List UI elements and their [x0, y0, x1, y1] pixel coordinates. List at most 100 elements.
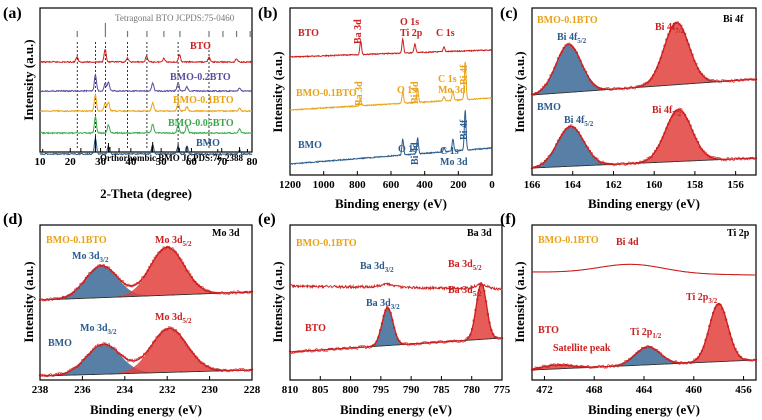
panel-a-xlabel: 2-Theta (degree): [100, 186, 192, 201]
panel-f-pt-0-85: [689, 361, 692, 365]
panel-e-label: (e): [258, 211, 276, 228]
panel-f-pt-0-93: [704, 338, 707, 342]
panel-e-top-p1: Ba 3d3/2: [360, 261, 394, 274]
panel-d-pt-0-70: [162, 246, 165, 249]
panel-c-pt-1-75: [670, 115, 674, 118]
panel-d-pt-1-64: [151, 341, 155, 344]
panel-f-pt-0-39: [603, 366, 606, 369]
panel-b-xlabel: Binding energy (eV): [335, 196, 447, 211]
panel-c-pt-0-67: [655, 66, 659, 70]
panel-e-pt-0-83: [435, 341, 438, 344]
panel-f-pt-0-36: [597, 364, 601, 368]
panel-d-series-bmo01: BMO-0.1BTO: [46, 235, 107, 246]
panel-e-pt-0-11: [308, 348, 311, 351]
panel-d-pt-0-89: [196, 282, 199, 286]
panel-f-pt-0-120: [754, 358, 758, 361]
panel-e-pt-0-47: [371, 344, 375, 347]
panel-c-pt-0-81: [681, 29, 685, 33]
panel-d-pt-0-57: [139, 279, 142, 282]
panel-f-pt-0-30: [586, 365, 590, 368]
panel-a-x-ticks: 10 20 30 40 50 60 70 80: [35, 148, 258, 168]
panel-f-pt-0-110: [736, 350, 739, 354]
panel-c-pt-1-90: [698, 145, 702, 149]
panel-c-pt-0-91: [700, 72, 704, 76]
panel-d-pt-0-62: [148, 265, 151, 269]
panel-f-pt-0-97: [711, 311, 715, 315]
panel-c-pt-1-24: [575, 129, 578, 132]
panel-b-bto-ba3d: Ba 3d: [353, 19, 364, 44]
panel-d-pt-0-84: [187, 270, 190, 273]
panel-c-pt-0-101: [719, 80, 722, 84]
panel-c-pt-1-99: [715, 157, 718, 160]
panel-a-tick-label-5: 60: [186, 156, 198, 168]
panel-c-pt-0-30: [586, 75, 590, 78]
panel-d-pt-1-60: [144, 352, 148, 355]
panel-e-pt-0-113: [488, 321, 491, 324]
panel-d-pt-0-6: [49, 297, 52, 300]
panel-e-tick-label-2: 800: [342, 384, 359, 396]
panel-f-pt-0-7: [543, 364, 547, 368]
panel-d-pt-0-107: [227, 292, 231, 295]
panel-f-pt-0-104: [724, 318, 728, 321]
panel-f-pt-0-23: [573, 365, 577, 369]
panel-a-series-bmo: BMO: [196, 138, 220, 149]
panel-d-pt-1-81: [181, 338, 185, 341]
panel-f-pt-0-21: [569, 364, 573, 367]
panel-c-pt-1-28: [583, 140, 586, 144]
panel-c-pt-0-92: [702, 74, 705, 78]
panel-a-series-bmo02: BMO-0.2BTO: [170, 72, 231, 83]
panel-e-spectrum-bmo01: [289, 282, 503, 292]
panel-f-series-bmo01: BMO-0.1BTO: [538, 235, 599, 246]
panel-c-pt-0-64: [650, 77, 653, 80]
panel-e-pt-0-53: [382, 314, 385, 318]
panel-f-bi4d: Bi 4d: [616, 237, 639, 248]
panel-f-pt-0-86: [691, 360, 694, 364]
panel-c-pt-0-23: [573, 48, 577, 52]
panel-c-pt-1-7: [543, 159, 547, 163]
panel-d-pt-0-42: [112, 272, 116, 275]
panel-d-pt-1-53: [132, 360, 135, 363]
panel-c-pt-1-12: [553, 148, 556, 151]
panel-f-tick-label-1: 468: [586, 384, 603, 396]
panel-d-pt-1-8: [52, 374, 56, 377]
panel-c-pt-1-106: [728, 158, 732, 161]
panel-c-pt-0-82: [683, 32, 687, 36]
panel-d-tick-label-1: 236: [74, 384, 91, 396]
panel-b-tick-label-3: 600: [383, 179, 400, 191]
panel-c-pt-0-90: [698, 70, 702, 74]
panel-a-tick-label-3: 40: [125, 156, 137, 168]
panel-d-pt-0-93: [203, 288, 206, 291]
panel-b-bmo-bi4d: Bi 4d: [410, 142, 421, 165]
panel-f-pt-0-108: [732, 343, 735, 346]
panel-a-tick-label-6: 70: [216, 156, 228, 168]
panel-e-pt-0-106: [476, 298, 479, 301]
panel-e-pt-0-120: [500, 336, 504, 340]
panel-c-pt-0-74: [668, 30, 672, 33]
panel-d-pt-1-23: [79, 362, 82, 365]
panel-e-pt-0-43: [364, 346, 368, 349]
panel-d-pt-1-84: [187, 346, 190, 349]
panel-d-pt-1-65: [153, 339, 157, 342]
panel-c-pt-1-25: [577, 131, 580, 134]
panel-c-pt-1-49: [622, 162, 625, 165]
panel-d-pt-1-86: [190, 350, 194, 353]
panel-c-pt-1-43: [611, 162, 614, 166]
panel-c-pt-1-18: [564, 128, 567, 131]
panel-a-spectrum-1: [39, 48, 252, 64]
panel-c-pt-1-113: [741, 156, 745, 160]
panel-e-pt-0-108: [479, 282, 482, 285]
panel-c-comp-0-1: [532, 22, 756, 96]
panel-c-xlabel: Binding energy (eV): [588, 196, 700, 211]
panel-e-pt-0-15: [315, 348, 318, 351]
panel-d-pt-0-40: [109, 269, 112, 272]
panel-d-pt-0-73: [167, 246, 171, 249]
panel-d-pt-1-31: [93, 346, 97, 349]
panel-d-pt-0-14: [63, 296, 66, 299]
panel-b-bmo-o1s: O 1s: [398, 144, 417, 155]
panel-d-pt-0-17: [68, 293, 72, 297]
panel-c-pt-1-65: [652, 152, 655, 155]
panel-d-pt-0-35: [100, 264, 104, 268]
panel-c-pt-0-11: [551, 71, 554, 75]
panel-d-pt-0-54: [134, 283, 137, 286]
panel-c-pt-0-78: [676, 21, 679, 24]
